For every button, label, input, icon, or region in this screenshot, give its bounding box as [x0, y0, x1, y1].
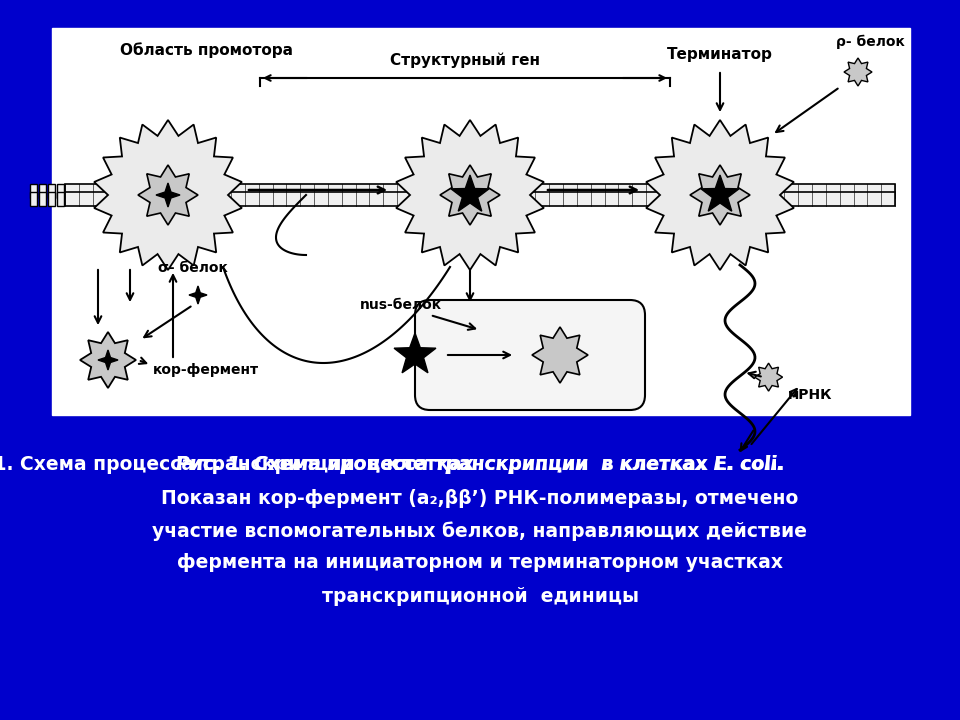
- Polygon shape: [189, 286, 207, 304]
- Text: ρ- белок: ρ- белок: [835, 35, 904, 49]
- Polygon shape: [394, 333, 436, 373]
- Polygon shape: [690, 165, 750, 225]
- Polygon shape: [138, 165, 198, 225]
- Bar: [48, 192, 55, 206]
- Polygon shape: [94, 120, 242, 270]
- Text: Рис. 1. Схема процесса транскрипции  в клетках: Рис. 1. Схема процесса транскрипции в кл…: [0, 456, 480, 474]
- Text: транскрипционной  единицы: транскрипционной единицы: [322, 587, 638, 606]
- Text: Область промотора: Область промотора: [120, 42, 293, 58]
- Polygon shape: [844, 58, 872, 86]
- Text: Структурный ген: Структурный ген: [390, 53, 540, 68]
- Bar: [30, 184, 37, 198]
- Polygon shape: [396, 120, 544, 270]
- Polygon shape: [532, 327, 588, 383]
- Text: участие вспомогательных белков, направляющих действие: участие вспомогательных белков, направля…: [153, 521, 807, 541]
- Polygon shape: [646, 120, 794, 270]
- Polygon shape: [156, 183, 180, 207]
- Polygon shape: [98, 350, 118, 370]
- Bar: [30, 192, 37, 206]
- Polygon shape: [701, 175, 739, 211]
- Bar: [57, 184, 64, 198]
- Polygon shape: [80, 332, 136, 388]
- Text: σ- белок: σ- белок: [158, 261, 228, 275]
- Bar: [39, 192, 46, 206]
- Text: Терминатор: Терминатор: [667, 48, 773, 63]
- Bar: [65, 184, 895, 198]
- Text: Рис. 1. Схема процесса транскрипции  в клетках E. coli.: Рис. 1. Схема процесса транскрипции в кл…: [176, 456, 784, 474]
- Text: фермента на инициаторном и терминаторном участках: фермента на инициаторном и терминаторном…: [177, 554, 783, 572]
- Text: Показан кор-фермент (a₂,ββ’) РНК-полимеразы, отмечено: Показан кор-фермент (a₂,ββ’) РНК-полимер…: [161, 488, 799, 508]
- Text: nus-белок: nus-белок: [360, 298, 443, 312]
- Polygon shape: [451, 175, 489, 211]
- Text: мРНК: мРНК: [788, 388, 832, 402]
- Bar: [39, 184, 46, 198]
- Bar: [52, 28, 910, 415]
- Polygon shape: [440, 165, 500, 225]
- Polygon shape: [755, 363, 782, 391]
- Bar: [65, 192, 895, 206]
- Bar: [57, 192, 64, 206]
- Text: кор-фермент: кор-фермент: [153, 363, 259, 377]
- FancyBboxPatch shape: [415, 300, 645, 410]
- Text: Рис. 1. Схема процесса транскрипции  в клетках E. coli.: Рис. 1. Схема процесса транскрипции в кл…: [176, 456, 784, 474]
- Bar: [48, 184, 55, 198]
